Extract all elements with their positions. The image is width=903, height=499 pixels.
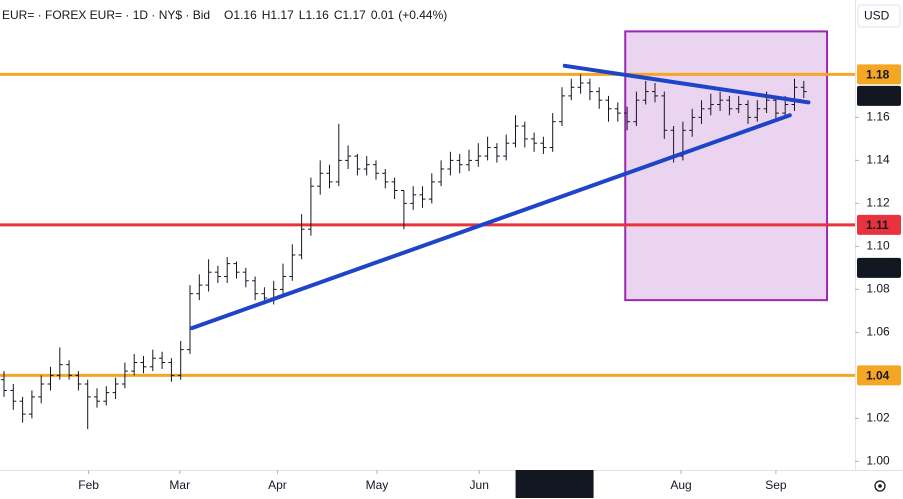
- crosshair-label: 25 Jun '25: [527, 478, 582, 492]
- y-tick-label: 1.16: [866, 110, 890, 124]
- level-label: 1.18: [866, 68, 890, 82]
- level-label: 1.17: [866, 89, 890, 103]
- level-tag: [857, 64, 901, 85]
- level-tag: [857, 85, 901, 106]
- y-tick-label: 1.12: [866, 196, 890, 210]
- x-tick-label: Sep: [765, 478, 787, 492]
- currency[interactable]: USD: [864, 9, 890, 23]
- x-tick-label: Jun: [470, 478, 489, 492]
- trend-line: [189, 113, 792, 331]
- x-tick-label: Mar: [169, 478, 190, 492]
- settings-icon[interactable]: [874, 480, 886, 492]
- level-label: 1.04: [866, 369, 890, 383]
- level-label: 1.11: [866, 218, 889, 232]
- change: 0.01: [371, 8, 395, 22]
- ohlc-value: 1.16: [305, 8, 329, 22]
- symbol: EUR= · FOREX EUR= · 1D · NY$ · Bid: [2, 8, 210, 22]
- x-tick-label: May: [366, 478, 389, 492]
- x-tick-label: Aug: [670, 478, 691, 492]
- legend: EUR= · FOREX EUR= · 1D · NY$ · Bid O 1.16 H…: [2, 8, 447, 22]
- ohlc-key: H: [262, 8, 271, 22]
- x-tick-label: Apr: [268, 478, 287, 492]
- ohlc-key: L: [299, 8, 306, 22]
- ohlc-value: 1.17: [270, 8, 294, 22]
- y-tick-label: 1.00: [866, 454, 890, 468]
- currency-button[interactable]: [857, 4, 901, 28]
- level-tag: [857, 365, 901, 386]
- y-tick-label: 1.08: [866, 282, 890, 296]
- ohlc-key: O: [224, 8, 233, 22]
- level-tag: [857, 257, 901, 278]
- y-tick-label: 1.10: [866, 239, 890, 253]
- ohlc-value: 1.16: [233, 8, 257, 22]
- trend-line: [562, 63, 811, 105]
- level-label: 1.09: [866, 261, 890, 275]
- x-tick-label: Feb: [78, 478, 99, 492]
- range-box: [624, 30, 829, 302]
- ohlc-value: 1.17: [343, 8, 367, 22]
- level-tag: [857, 214, 901, 235]
- settings-icon-dot: [878, 484, 882, 488]
- change-pct: (+0.44%): [398, 8, 447, 22]
- y-tick-label: 1.02: [866, 411, 890, 425]
- y-tick-label: 1.06: [866, 325, 890, 339]
- crosshair-tag: [515, 470, 594, 498]
- y-tick-label: 1.14: [866, 153, 890, 167]
- ohlc-key: C: [334, 8, 343, 22]
